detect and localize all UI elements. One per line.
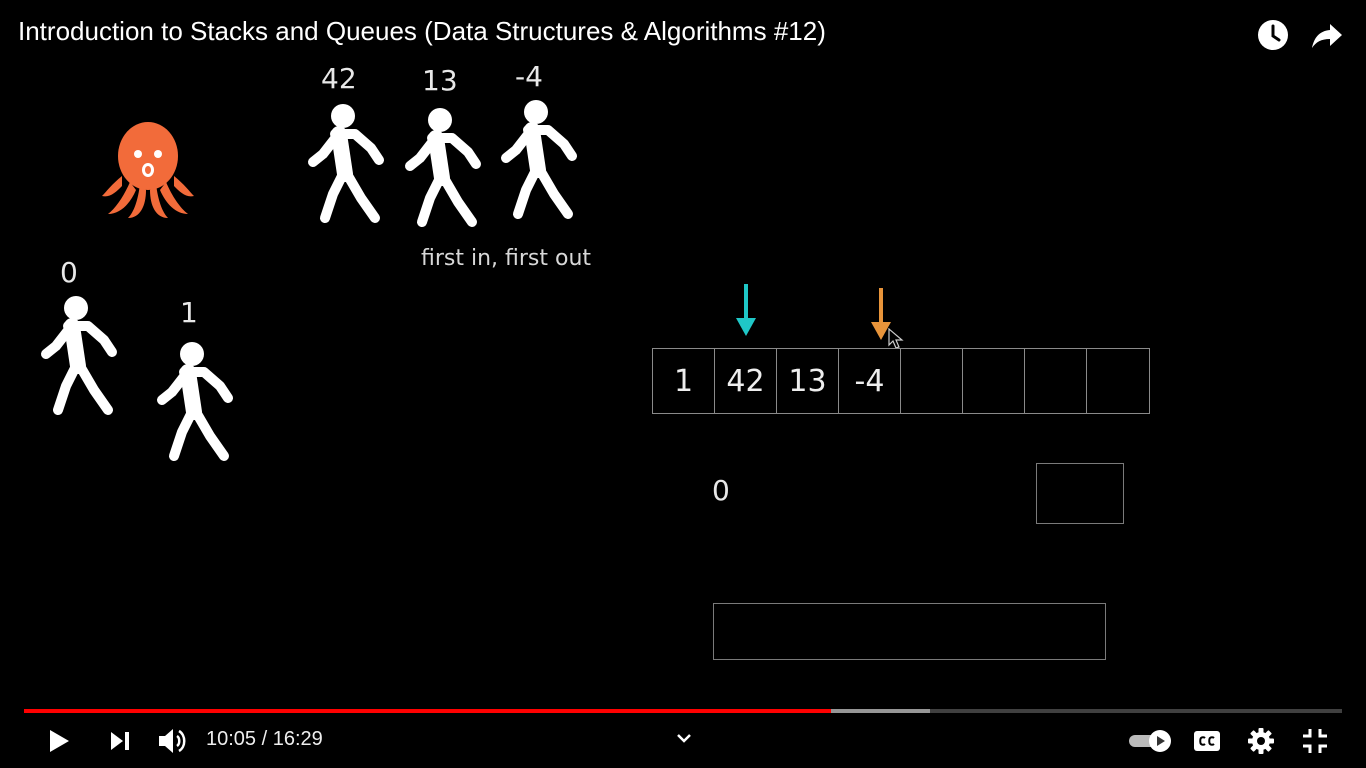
- autoplay-toggle[interactable]: [1126, 728, 1174, 754]
- time-display: 10:05 / 16:29: [206, 728, 323, 750]
- share-icon[interactable]: [1310, 18, 1344, 52]
- left-person-label: 0: [60, 256, 78, 289]
- array-cell: [1025, 349, 1087, 413]
- settings-icon: [1248, 728, 1274, 754]
- walking-person-icon: [498, 98, 584, 226]
- video-frame[interactable]: 42 13 -4 first in,: [0, 60, 1366, 700]
- watch-later-icon[interactable]: [1256, 18, 1290, 52]
- exit-fullscreen-button[interactable]: [1298, 724, 1332, 758]
- array-cell: -4: [839, 349, 901, 413]
- play-button[interactable]: [42, 724, 76, 758]
- autoplay-toggle-icon: [1129, 730, 1171, 752]
- played-bar: [24, 709, 832, 713]
- array-cell: [963, 349, 1025, 413]
- captions-button[interactable]: [1190, 726, 1224, 756]
- next-button[interactable]: [104, 726, 136, 756]
- next-icon: [111, 732, 129, 750]
- array-cell: 1: [653, 349, 715, 413]
- exit-fullscreen-icon: [1303, 729, 1327, 753]
- walking-person-icon: [154, 340, 240, 468]
- volume-button[interactable]: [154, 724, 190, 758]
- progress-bar[interactable]: [24, 709, 1342, 713]
- queue-array: 1 42 13 -4: [652, 348, 1150, 414]
- array-cell: 42: [715, 349, 777, 413]
- array-cell: [1087, 349, 1149, 413]
- settings-button[interactable]: [1244, 724, 1278, 758]
- empty-variable-box: [1036, 463, 1124, 524]
- walking-person-icon: [402, 106, 488, 234]
- captions-icon: [1194, 731, 1220, 751]
- back-pointer-arrow-icon: [869, 286, 893, 346]
- play-icon: [50, 730, 69, 752]
- array-cell: [901, 349, 963, 413]
- fifo-caption: first in, first out: [421, 246, 592, 271]
- index-value: 0: [712, 474, 730, 507]
- empty-output-box: [713, 603, 1106, 660]
- queue-person-label: 13: [422, 64, 458, 97]
- left-person-label: 1: [180, 296, 198, 329]
- walking-person-icon: [305, 102, 391, 230]
- octopus-icon: [100, 118, 196, 226]
- walking-person-icon: [38, 294, 124, 422]
- array-cell: 13: [777, 349, 839, 413]
- front-pointer-arrow-icon: [734, 282, 758, 342]
- queue-person-label: 42: [321, 62, 357, 95]
- volume-icon: [159, 729, 186, 753]
- chevron-down-icon[interactable]: [672, 728, 696, 748]
- video-title[interactable]: Introduction to Stacks and Queues (Data …: [18, 16, 826, 46]
- mouse-cursor-icon: [888, 327, 904, 354]
- queue-person-label: -4: [515, 60, 543, 93]
